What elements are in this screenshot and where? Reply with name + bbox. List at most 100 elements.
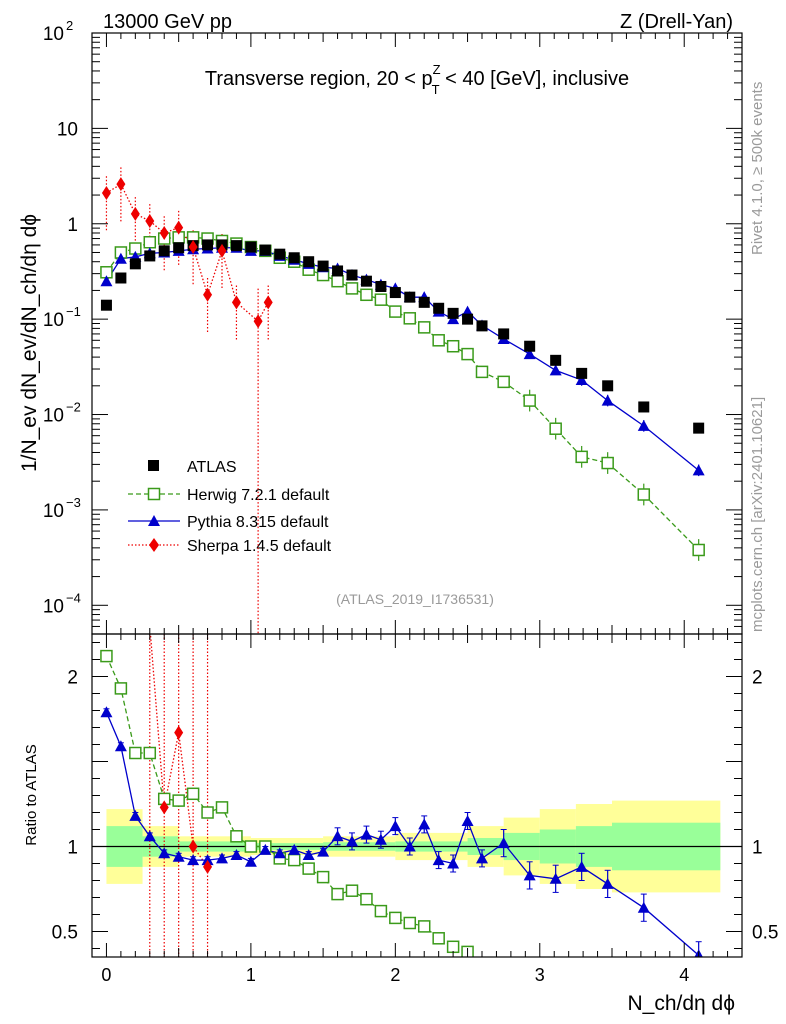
pythia-ratio-marker — [389, 820, 402, 832]
sherpa-marker — [203, 287, 213, 302]
pythia-ratio-marker — [259, 843, 272, 855]
pythia-ratio-marker — [432, 854, 445, 866]
herwig-marker — [601, 456, 614, 470]
sherpa-marker — [101, 186, 111, 201]
atlas-marker — [418, 296, 430, 308]
pythia-ratio-marker — [637, 901, 650, 913]
atlas-marker — [245, 241, 257, 253]
herwig-marker — [497, 375, 510, 389]
atlas-marker — [576, 367, 588, 379]
herwig-ratio-marker — [215, 801, 229, 814]
pythia-ratio-marker — [302, 849, 315, 860]
legend-marker-herwig — [147, 487, 161, 501]
x-tick-label: 3 — [535, 965, 545, 985]
sherpa-marker — [188, 240, 198, 255]
sherpa-ratio-marker — [174, 725, 184, 740]
herwig-marker — [389, 305, 402, 318]
sherpa-marker — [145, 213, 155, 228]
atlas-marker — [389, 287, 401, 299]
sherpa-marker — [217, 243, 227, 258]
legend-label-atlas: ATLAS — [187, 459, 237, 476]
pythia-ratio-marker — [216, 852, 228, 864]
pythia-marker — [549, 364, 562, 376]
herwig-marker — [637, 488, 651, 501]
atlas-marker — [433, 302, 445, 314]
y-axis-label-main: 1/N_ev dN_ev/dN_ch/dη dϕ — [18, 214, 41, 472]
herwig-marker — [549, 422, 562, 435]
herwig-ratio-marker — [201, 806, 214, 819]
herwig-ratio-marker — [331, 887, 344, 901]
pythia-ratio-marker — [114, 740, 127, 752]
herwig-marker — [374, 293, 388, 306]
pythia-marker — [692, 464, 705, 476]
herwig-ratio-marker — [172, 794, 185, 807]
atlas-marker — [375, 280, 387, 292]
pythia-ratio-marker — [288, 843, 301, 855]
herwig-marker — [417, 321, 431, 334]
y-tick-label-ratio-right: 0.5 — [752, 923, 778, 944]
plot-title: Transverse region, 20 < pZ T < 40 [GeV], … — [205, 62, 629, 97]
rivet-version-label: Rivet 4.1.0, ≥ 500k events — [749, 82, 766, 255]
x-tick-label: 2 — [390, 965, 400, 985]
herwig-marker — [360, 288, 373, 302]
sherpa-marker — [174, 220, 184, 235]
atlas-marker — [129, 258, 141, 270]
atlas-marker — [524, 340, 536, 352]
y-tick-label-main-exponent: −2 — [66, 400, 81, 415]
y-tick-label-main: 10 — [43, 406, 64, 427]
herwig-ratio-marker — [100, 649, 113, 663]
sherpa-ratio-marker — [159, 800, 169, 815]
pythia-marker — [523, 348, 536, 360]
y-tick-label-main: 10 — [43, 501, 64, 522]
pythia-ratio-marker — [447, 857, 460, 869]
herwig-ratio-marker — [417, 920, 431, 933]
y-tick-label-main-exponent: −3 — [66, 495, 81, 510]
plot-title-start: Transverse region, 20 < p — [205, 68, 433, 90]
pythia-ratio-marker — [187, 854, 200, 866]
beam-label: 13000 GeV pp — [103, 11, 232, 33]
herwig-ratio-marker — [302, 862, 315, 875]
pythia-ratio-marker — [331, 830, 344, 842]
pythia-ratio-marker — [244, 855, 257, 867]
sherpa-marker — [263, 295, 273, 310]
atlas-marker — [476, 320, 488, 332]
sherpa-marker — [116, 177, 126, 192]
chart-marks — [92, 167, 742, 957]
herwig-marker — [432, 334, 445, 347]
pythia-ratio-marker — [403, 840, 416, 852]
y-axis-label-ratio: Ratio to ATLAS — [23, 744, 40, 845]
atlas-marker — [360, 275, 372, 287]
pythia-ratio-marker — [418, 818, 431, 830]
pythia-ratio-marker — [346, 835, 358, 847]
atlas-marker — [462, 313, 474, 325]
y-tick-label-ratio: 2 — [67, 668, 78, 689]
atlas-marker — [404, 291, 416, 303]
atlas-marker — [303, 256, 315, 268]
y-tick-label-ratio: 1 — [67, 838, 78, 859]
y-tick-label-main-exponent: 2 — [66, 18, 73, 33]
pythia-ratio-marker — [201, 854, 214, 866]
x-tick-label: 0 — [101, 965, 111, 985]
herwig-marker — [345, 282, 359, 295]
sherpa-ratio-line — [149, 634, 209, 868]
atlas-marker — [332, 265, 344, 277]
herwig-marker — [523, 394, 536, 407]
atlas-marker — [693, 422, 705, 434]
herwig-ratio-marker — [244, 840, 258, 853]
herwig-ratio-marker — [374, 904, 388, 918]
atlas-marker — [346, 269, 358, 281]
x-tick-label: 1 — [246, 965, 256, 985]
y-tick-label-main: 10 — [57, 119, 78, 140]
pythia-ratio-marker — [523, 869, 536, 881]
y-tick-label-ratio-right: 1 — [752, 838, 763, 859]
atlas-marker — [288, 252, 300, 264]
pythia-ratio-marker — [273, 847, 286, 859]
pythia-ratio-marker — [143, 830, 156, 842]
ratio-panel-marks — [100, 634, 703, 957]
sherpa-marker — [130, 206, 140, 221]
herwig-ratio-marker — [389, 911, 402, 925]
pythia-marker — [637, 419, 650, 431]
y-tick-label-main: 10 — [43, 596, 64, 617]
plot-title-end: < 40 [GeV], inclusive — [440, 68, 630, 90]
pythia-ratio-marker — [317, 845, 330, 857]
